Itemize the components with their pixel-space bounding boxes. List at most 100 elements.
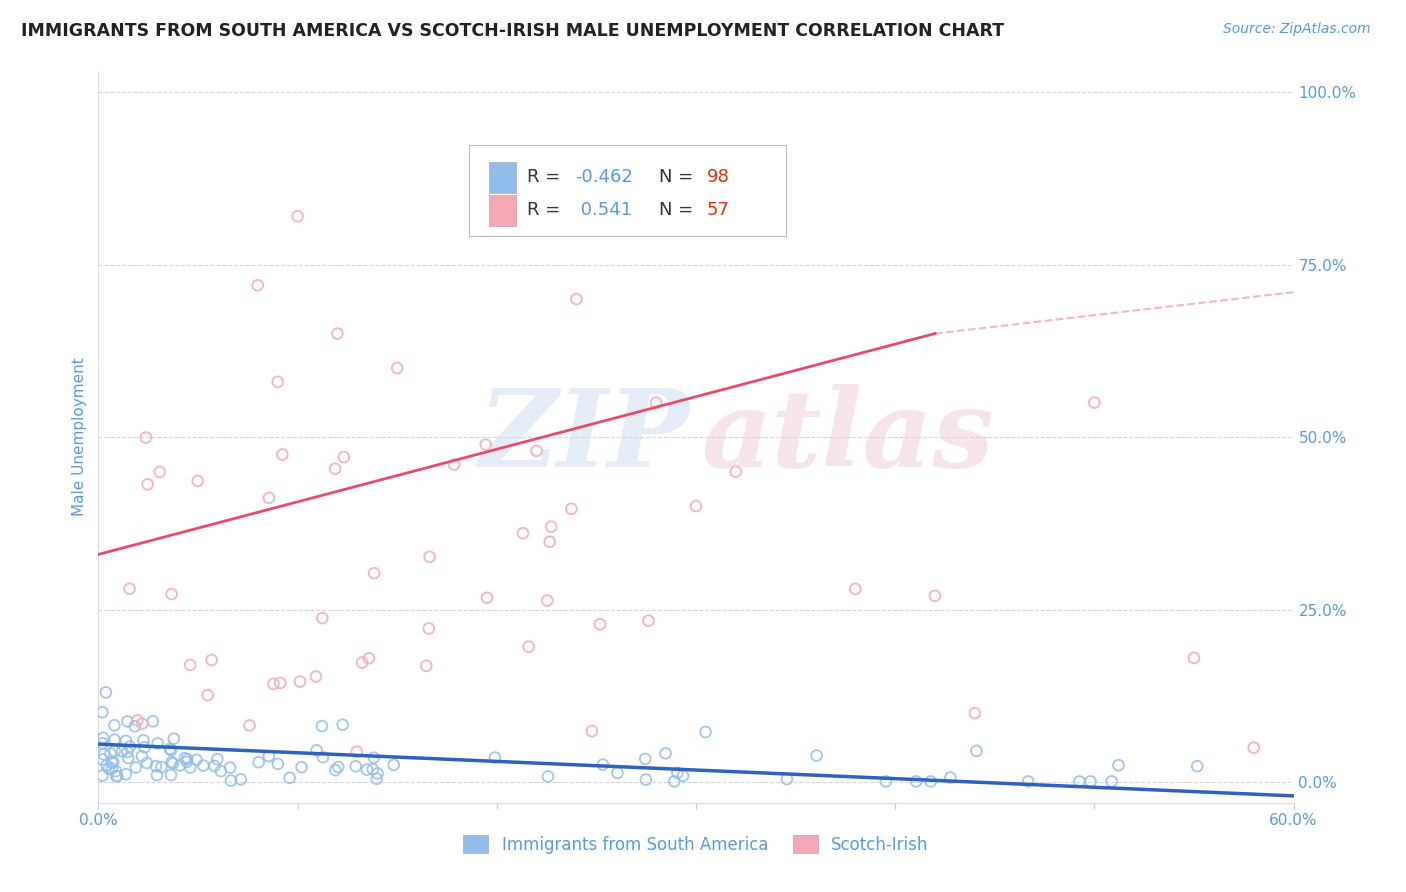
Point	[96, 758, 118, 772]
Point	[776, 772, 799, 786]
Point	[103, 732, 125, 747]
Point	[219, 761, 242, 775]
Point	[267, 375, 290, 389]
Point	[312, 750, 335, 764]
Text: 98: 98	[707, 169, 730, 186]
Point	[125, 760, 148, 774]
Point	[132, 733, 155, 747]
Point	[238, 718, 260, 732]
Point	[363, 566, 385, 581]
Text: Source: ZipAtlas.com: Source: ZipAtlas.com	[1223, 22, 1371, 37]
Point	[1187, 759, 1209, 773]
Point	[1108, 758, 1130, 772]
Point	[1182, 651, 1205, 665]
Point	[115, 734, 138, 748]
Point	[91, 731, 114, 745]
Point	[104, 764, 127, 779]
Point	[246, 278, 269, 293]
Point	[101, 756, 124, 770]
Point	[201, 653, 224, 667]
Point	[176, 755, 198, 769]
Point	[512, 526, 534, 541]
Point	[159, 742, 181, 756]
Point	[115, 767, 138, 781]
Point	[187, 474, 209, 488]
Point	[103, 718, 125, 732]
Point	[540, 519, 562, 533]
Point	[179, 760, 201, 774]
Point	[278, 771, 301, 785]
Point	[963, 706, 986, 720]
Point	[538, 534, 561, 549]
Text: 57: 57	[707, 202, 730, 219]
Point	[589, 617, 612, 632]
Point	[127, 714, 149, 728]
Point	[328, 760, 350, 774]
Point	[91, 705, 114, 719]
Point	[131, 716, 153, 731]
Point	[326, 326, 349, 341]
Point	[806, 748, 828, 763]
Text: -0.462: -0.462	[575, 169, 633, 186]
Point	[103, 755, 125, 769]
Point	[107, 769, 129, 783]
Point	[97, 762, 120, 776]
Point	[724, 465, 747, 479]
Point	[363, 750, 385, 764]
Point	[672, 769, 695, 783]
Point	[385, 361, 409, 376]
Point	[634, 772, 657, 787]
Point	[484, 750, 506, 764]
Point	[104, 744, 127, 758]
Point	[101, 761, 124, 775]
Point	[475, 591, 498, 605]
Text: atlas: atlas	[702, 384, 994, 490]
Point	[485, 223, 508, 237]
Point	[135, 431, 157, 445]
Point	[176, 752, 198, 766]
Point	[111, 744, 134, 758]
Point	[142, 714, 165, 729]
Point	[418, 622, 440, 636]
Point	[94, 685, 117, 699]
Point	[637, 614, 659, 628]
Point	[117, 714, 139, 729]
Point	[526, 443, 548, 458]
Text: IMMIGRANTS FROM SOUTH AMERICA VS SCOTCH-IRISH MALE UNEMPLOYMENT CORRELATION CHAR: IMMIGRANTS FROM SOUTH AMERICA VS SCOTCH-…	[21, 22, 1004, 40]
Point	[145, 759, 167, 773]
Point	[160, 768, 183, 782]
Point	[474, 438, 496, 452]
Point	[924, 589, 946, 603]
Point	[443, 458, 465, 472]
Point	[344, 759, 367, 773]
Point	[356, 763, 378, 777]
Point	[287, 209, 309, 223]
Point	[118, 739, 141, 754]
Point	[581, 724, 603, 739]
Point	[305, 743, 328, 757]
Text: R =: R =	[527, 202, 567, 219]
FancyBboxPatch shape	[470, 145, 786, 235]
Point	[186, 753, 208, 767]
Point	[685, 499, 707, 513]
Point	[634, 752, 657, 766]
Point	[150, 760, 173, 774]
Point	[664, 774, 686, 789]
Point	[136, 477, 159, 491]
Text: N =: N =	[659, 169, 699, 186]
Point	[219, 773, 242, 788]
Point	[1069, 774, 1091, 789]
Point	[844, 582, 866, 596]
Point	[290, 760, 312, 774]
Text: ZIP: ZIP	[478, 384, 690, 490]
Point	[1243, 740, 1265, 755]
Point	[560, 501, 582, 516]
Text: 0.541: 0.541	[575, 202, 633, 219]
Point	[666, 765, 689, 780]
Point	[346, 745, 368, 759]
Point	[332, 450, 354, 464]
Point	[149, 465, 172, 479]
Point	[1083, 395, 1105, 409]
Point	[361, 762, 384, 776]
Legend: Immigrants from South America, Scotch-Irish: Immigrants from South America, Scotch-Ir…	[457, 829, 935, 860]
